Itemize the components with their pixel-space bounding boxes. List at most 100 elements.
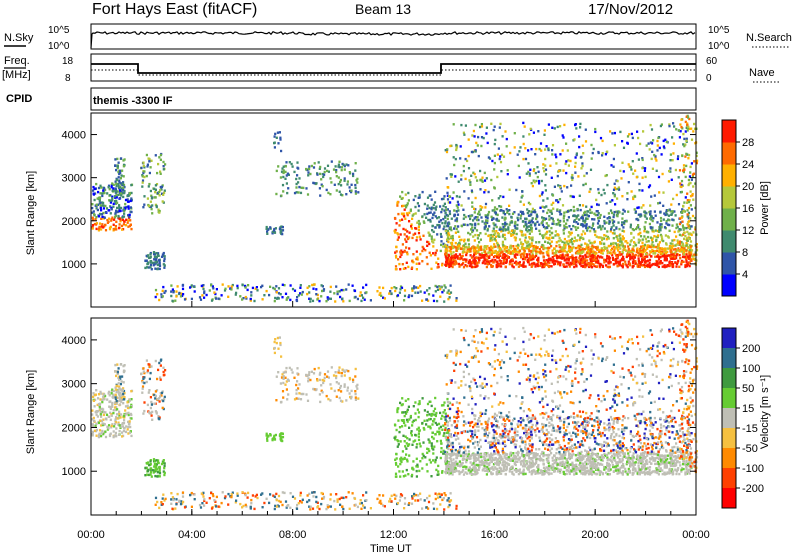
velocity-cell bbox=[273, 346, 276, 350]
power-cell bbox=[114, 214, 117, 217]
power-cell bbox=[473, 135, 476, 138]
velocity-cell bbox=[300, 392, 303, 396]
power-cell bbox=[675, 243, 678, 246]
power-cell bbox=[474, 123, 477, 127]
power-cell bbox=[426, 289, 429, 292]
velocity-cell bbox=[439, 495, 442, 499]
velocity-cell bbox=[323, 376, 326, 380]
velocity-cell bbox=[350, 389, 353, 393]
power-cell bbox=[597, 203, 600, 207]
velocity-cell bbox=[345, 369, 348, 372]
power-cell bbox=[672, 152, 675, 155]
power-cell bbox=[508, 188, 511, 191]
power-cell bbox=[473, 211, 476, 214]
velocity-cell bbox=[160, 462, 164, 466]
power-cell bbox=[572, 260, 575, 263]
power-cell bbox=[639, 215, 642, 218]
power-cell bbox=[467, 138, 470, 141]
power-cell bbox=[213, 291, 216, 294]
power-cell bbox=[153, 187, 156, 191]
velocity-cell bbox=[282, 396, 285, 399]
velocity-cell bbox=[299, 494, 302, 497]
velocity-cell bbox=[163, 499, 166, 502]
power-cell bbox=[592, 263, 595, 266]
power-cell bbox=[657, 265, 660, 269]
power-cell bbox=[657, 136, 660, 139]
velocity-cell bbox=[121, 425, 125, 428]
power-cell bbox=[476, 216, 479, 219]
power-cell bbox=[666, 213, 669, 216]
power-cell bbox=[281, 183, 285, 187]
power-cell bbox=[522, 212, 525, 216]
power-cell bbox=[608, 256, 611, 260]
power-cell bbox=[683, 201, 686, 204]
power-cell bbox=[568, 246, 571, 250]
power-cell bbox=[488, 256, 491, 259]
power-cell bbox=[430, 267, 433, 270]
power-cell bbox=[398, 219, 402, 222]
power-cell bbox=[454, 259, 457, 262]
velocity-cell bbox=[159, 364, 162, 367]
velocity-cell bbox=[121, 422, 124, 426]
power-cell bbox=[150, 197, 153, 200]
velocity-cell bbox=[153, 393, 156, 397]
power-cell bbox=[299, 292, 302, 295]
power-cell bbox=[590, 266, 593, 269]
velocity-cell bbox=[280, 355, 283, 358]
power-cell bbox=[100, 228, 103, 231]
velocity-cell bbox=[205, 501, 208, 504]
power-cell bbox=[443, 284, 446, 287]
power-cell bbox=[661, 172, 664, 176]
power-cell bbox=[544, 240, 547, 243]
power-cell bbox=[447, 232, 450, 235]
power-cell bbox=[550, 216, 553, 220]
velocity-cell bbox=[154, 496, 158, 500]
power-cell bbox=[555, 223, 558, 226]
power-cell bbox=[120, 194, 123, 197]
power-cell bbox=[559, 254, 562, 257]
power-cell bbox=[481, 261, 484, 265]
power-cell bbox=[575, 215, 578, 218]
velocity-cell bbox=[119, 382, 122, 386]
power-cell bbox=[443, 225, 446, 228]
power-cell bbox=[550, 240, 553, 243]
power-cell bbox=[535, 254, 538, 257]
power-cell bbox=[275, 192, 278, 196]
power-cell bbox=[607, 257, 610, 260]
power-cell bbox=[96, 208, 99, 212]
power-cell bbox=[579, 249, 582, 252]
power-cell bbox=[448, 245, 451, 249]
power-cell bbox=[276, 297, 279, 300]
power-cell bbox=[579, 223, 583, 226]
power-cell bbox=[608, 265, 611, 269]
velocity-cell bbox=[280, 435, 283, 438]
power-cell bbox=[681, 154, 684, 158]
power-cell bbox=[462, 131, 465, 134]
power-cell bbox=[362, 296, 365, 299]
power-cell bbox=[553, 127, 556, 130]
power-cell bbox=[454, 225, 457, 228]
power-cell bbox=[579, 261, 582, 264]
power-cell bbox=[648, 253, 651, 256]
power-cell bbox=[461, 254, 464, 258]
power-cell bbox=[587, 262, 590, 266]
velocity-cell bbox=[97, 402, 101, 406]
power-cell bbox=[348, 299, 351, 303]
power-cell bbox=[543, 206, 546, 209]
power-cell bbox=[637, 206, 640, 209]
power-cell bbox=[456, 213, 460, 216]
power-cell bbox=[315, 182, 318, 185]
power-cell bbox=[114, 164, 117, 167]
power-cell bbox=[535, 147, 538, 151]
power-cell bbox=[686, 192, 689, 195]
power-cell bbox=[618, 251, 621, 254]
power-cell bbox=[598, 250, 601, 254]
velocity-cell bbox=[99, 407, 102, 411]
velocity-cell bbox=[274, 433, 277, 437]
power-cell bbox=[477, 154, 480, 158]
power-cell bbox=[142, 206, 145, 209]
power-cell bbox=[542, 255, 545, 258]
power-cell bbox=[448, 254, 451, 257]
power-cell bbox=[498, 157, 501, 161]
power-cell bbox=[266, 230, 269, 233]
